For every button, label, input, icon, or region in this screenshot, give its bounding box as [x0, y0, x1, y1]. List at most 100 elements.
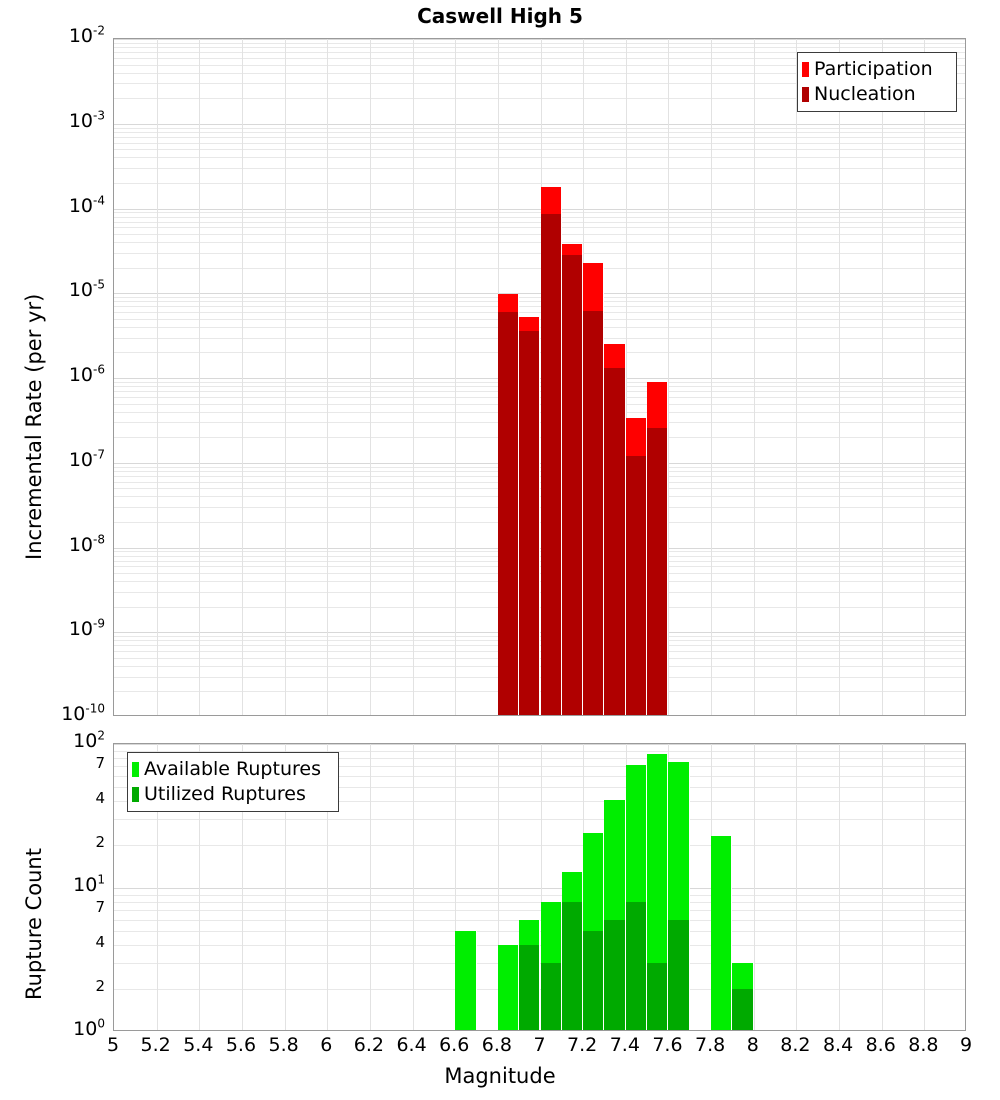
- y-axis-minor-tick-label: 4: [95, 933, 105, 952]
- bar-utilized-ruptures: [647, 963, 669, 1030]
- bar-available-ruptures: [711, 835, 733, 1030]
- x-axis-tick-label: 6.2: [353, 1034, 384, 1056]
- bar-available-ruptures: [455, 931, 477, 1030]
- y-axis-tick-label: 100: [73, 1016, 105, 1040]
- gridline-minor: [114, 227, 965, 229]
- gridline-minor: [114, 72, 965, 74]
- incremental-rate-plot: [113, 38, 966, 716]
- x-axis-tick-label: 8: [746, 1034, 759, 1056]
- gridline-minor: [114, 98, 965, 100]
- gridline-minor: [114, 212, 965, 214]
- bar-utilized-ruptures: [668, 919, 690, 1030]
- gridline-minor: [114, 83, 965, 85]
- bar-nucleation: [497, 312, 520, 715]
- gridline-vertical: [882, 39, 883, 715]
- gridline-vertical: [796, 744, 797, 1030]
- legend-available-utilized: Available Ruptures Utilized Ruptures: [127, 752, 339, 812]
- bar-utilized-ruptures: [625, 901, 648, 1030]
- rupture-count-plot: [113, 743, 966, 1031]
- bar-utilized-ruptures: [519, 945, 541, 1030]
- x-axis-tick-label: 9: [959, 1034, 973, 1056]
- gridline-minor: [114, 252, 965, 254]
- participation-swatch-icon: [802, 62, 809, 77]
- gridline-minor: [114, 901, 965, 903]
- gridline-vertical: [157, 744, 158, 1030]
- gridline-minor: [114, 52, 965, 54]
- x-axis-tick-label: 8.4: [822, 1034, 854, 1056]
- y-axis-tick-label: 101: [73, 872, 105, 896]
- x-axis-tick-label: 6: [320, 1034, 333, 1056]
- gridline-minor: [114, 142, 965, 144]
- gridline-vertical: [242, 744, 243, 1030]
- gridline-major: [114, 888, 965, 889]
- gridline-minor: [114, 221, 965, 223]
- gridline-vertical: [285, 744, 286, 1030]
- gridline-minor: [114, 775, 965, 777]
- y-axis-tick-label: 102: [73, 728, 105, 752]
- gridline-vertical: [455, 744, 456, 1030]
- gridline-minor: [114, 910, 965, 912]
- y-axis-tick-label: 10-6: [68, 362, 105, 386]
- gridline-minor: [114, 127, 965, 129]
- x-axis-tick-label: 5.4: [183, 1034, 214, 1056]
- x-axis-tick-label: 8.8: [908, 1034, 939, 1056]
- gridline-vertical: [882, 744, 883, 1030]
- gridline-vertical: [839, 39, 840, 715]
- gridline-minor: [114, 57, 965, 59]
- legend-item-label: Utilized Ruptures: [144, 783, 306, 805]
- gridline-minor: [114, 47, 965, 49]
- gridline-major: [114, 744, 965, 745]
- y-axis-tick-label: 10-10: [61, 701, 105, 725]
- x-axis-tick-label: 5.8: [268, 1034, 299, 1056]
- gridline-minor: [114, 242, 965, 244]
- gridline-minor: [114, 267, 965, 269]
- x-axis-tick-label: 7.8: [694, 1034, 726, 1056]
- y-axis-minor-tick-label: 7: [95, 898, 105, 917]
- gridline-vertical: [924, 744, 925, 1030]
- y-axis-tick-label: 10-7: [68, 447, 105, 471]
- gridline-vertical: [242, 39, 243, 715]
- gridline-minor: [114, 216, 965, 218]
- bottom-y-axis-title: Rupture Count: [22, 848, 46, 1000]
- bar-nucleation: [625, 456, 648, 715]
- gridline-vertical: [796, 39, 797, 715]
- gridline-major: [114, 123, 965, 125]
- legend-item-label: Participation: [814, 58, 933, 80]
- gridline-vertical: [199, 744, 200, 1030]
- gridline-vertical: [370, 39, 371, 715]
- x-axis-tick-label: 6.4: [396, 1034, 427, 1056]
- y-axis-tick-label: 10-8: [68, 532, 105, 556]
- utilized-ruptures-swatch-icon: [132, 787, 139, 802]
- gridline-major: [114, 208, 965, 210]
- bar-nucleation: [604, 368, 626, 715]
- bar-nucleation: [519, 330, 541, 715]
- bar-available-ruptures: [497, 945, 520, 1030]
- bar-utilized-ruptures: [604, 919, 626, 1030]
- gridline-vertical: [711, 39, 712, 715]
- y-axis-tick-label: 10-5: [68, 277, 105, 302]
- gridline-minor: [114, 801, 965, 803]
- y-axis-tick-label: 10-3: [68, 108, 105, 132]
- x-axis-tick-label: 7: [533, 1034, 546, 1056]
- gridline-major: [114, 293, 965, 295]
- gridline-minor: [114, 149, 965, 151]
- x-axis-tick-label: 5.2: [140, 1034, 171, 1056]
- x-axis-tick-label: 5.6: [225, 1034, 257, 1056]
- x-axis-tick-label: 7.4: [609, 1034, 640, 1056]
- gridline-vertical: [413, 744, 414, 1030]
- legend-item-label: Available Ruptures: [144, 758, 321, 780]
- legend-item: Nucleation: [802, 82, 950, 107]
- gridline-minor: [114, 844, 965, 846]
- bar-nucleation: [561, 255, 584, 715]
- gridline-minor: [114, 234, 965, 235]
- y-axis-minor-tick-label: 2: [95, 832, 105, 851]
- gridline-vertical: [157, 39, 158, 715]
- gridline-vertical: [413, 39, 414, 715]
- bar-nucleation: [647, 427, 669, 715]
- gridline-minor: [114, 312, 965, 314]
- y-axis-minor-tick-label: 7: [95, 754, 105, 773]
- gridline-major: [114, 39, 965, 40]
- x-axis-tick-label: 5: [106, 1034, 120, 1056]
- gridline-vertical: [327, 39, 328, 715]
